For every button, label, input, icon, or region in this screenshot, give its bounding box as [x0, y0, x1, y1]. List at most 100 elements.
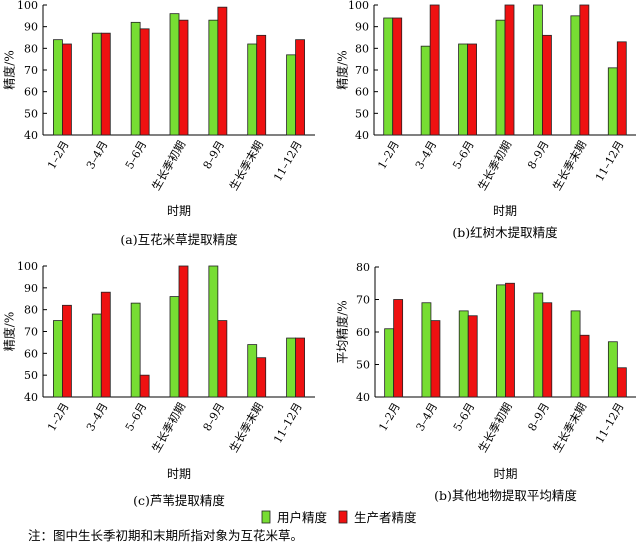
y-axis-label: 平均精度/%: [335, 300, 350, 363]
x-tick-label: 生长季末期: [226, 400, 266, 455]
y-tick-label: 40: [24, 129, 38, 142]
bar-producer: [295, 39, 305, 136]
y-axis-label: 精度/%: [335, 50, 350, 89]
x-tick-label: 11–12月: [271, 139, 305, 184]
x-tick-label: 生长季初期: [149, 400, 189, 455]
bar-user: [570, 310, 581, 398]
x-tick-label: 生长季末期: [549, 138, 589, 193]
y-tick-label: 100: [17, 0, 38, 12]
bar-producer: [505, 282, 515, 398]
x-tick-label: 生长季初期: [149, 138, 189, 193]
y-tick-label: 70: [24, 326, 38, 339]
chart-panel-1: 40 50 60 70 80 90 100 1–2月 3–4月 5–6月 生长季初期 8–9月 生长季末…: [2, 0, 315, 247]
x-axis-label: 时期: [493, 467, 517, 481]
chart-panel-3: 40 50 60 70 80 90 100 1–2月 3–4月 5–6月 生长季初期 8–9月 生长季末…: [2, 260, 315, 508]
legend-label-user: 用户精度: [277, 510, 328, 525]
bar-user: [458, 310, 469, 398]
y-tick-label: 80: [356, 261, 370, 274]
bar-producer: [256, 34, 267, 136]
bar-user: [130, 21, 141, 136]
y-axis-label: 精度/%: [2, 50, 17, 89]
y-tick-label: 50: [355, 107, 369, 120]
y-tick-label: 80: [355, 42, 369, 55]
x-tick-label: 生长季末期: [226, 138, 266, 193]
x-tick-label: 3–4月: [414, 401, 441, 434]
x-tick-label: 11–12月: [271, 401, 305, 446]
bar-user: [208, 265, 219, 398]
bar-producer: [393, 299, 404, 398]
bar-user: [533, 4, 543, 136]
bar-producer: [178, 265, 189, 398]
x-tick-label: 1–2月: [376, 401, 403, 434]
chart-title: (b)其他地物提取平均精度: [434, 488, 577, 503]
bar-producer: [139, 28, 150, 136]
bar-user: [169, 296, 180, 398]
bar-producer: [62, 304, 72, 398]
bar-user: [286, 337, 296, 398]
bar-producer: [616, 41, 627, 136]
bar-user: [286, 54, 296, 136]
bar-producer: [178, 19, 189, 136]
y-tick-label: 70: [356, 294, 370, 307]
y-tick-label: 70: [355, 64, 369, 77]
y-tick-label: 60: [356, 326, 370, 339]
bar-producer: [429, 4, 440, 136]
legend-label-producer: 生产者精度: [354, 510, 417, 525]
x-tick-label: 5–6月: [450, 139, 477, 172]
x-tick-label: 8–9月: [201, 401, 228, 434]
bar-producer: [139, 374, 150, 398]
bar-producer: [579, 4, 590, 136]
y-tick-label: 90: [24, 21, 38, 34]
bar-producer: [217, 320, 228, 398]
x-axis-label: 时期: [167, 467, 191, 481]
y-tick-label: 60: [24, 347, 38, 360]
legend: 用户精度 生产者精度: [261, 510, 417, 525]
x-tick-label: 11–12月: [593, 139, 627, 184]
bar-user: [384, 328, 395, 398]
y-tick-label: 80: [24, 42, 38, 55]
x-tick-label: 3–4月: [413, 139, 440, 172]
x-tick-label: 生长季初期: [475, 138, 515, 193]
bar-user: [607, 341, 618, 398]
bar-user: [130, 302, 141, 398]
bar-user: [208, 19, 219, 136]
bar-producer: [392, 17, 403, 136]
bar-user: [607, 67, 618, 136]
bar-user: [495, 19, 506, 136]
x-axis-label: 时期: [167, 204, 191, 218]
bar-producer: [504, 4, 515, 136]
y-tick-label: 40: [356, 391, 370, 404]
bar-producer: [579, 334, 590, 398]
chart-title: (b)红树木提取精度: [452, 225, 558, 240]
bar-user: [458, 43, 468, 136]
y-tick-label: 50: [24, 369, 38, 382]
x-tick-label: 5–6月: [451, 401, 478, 434]
x-tick-label: 1–2月: [45, 139, 72, 172]
y-tick-label: 70: [24, 64, 38, 77]
chart-title: (c)芦苇提取精度: [133, 493, 225, 508]
x-tick-label: 8–9月: [525, 401, 552, 434]
x-tick-label: 1–2月: [45, 401, 72, 434]
x-tick-label: 5–6月: [123, 401, 150, 434]
bar-producer: [430, 320, 441, 398]
chart-title: (a)互花米草提取精度: [120, 232, 238, 247]
x-tick-label: 8–9月: [201, 139, 228, 172]
y-tick-label: 90: [24, 282, 38, 295]
bar-producer: [217, 6, 228, 136]
y-tick-label: 40: [24, 391, 38, 404]
y-tick-label: 60: [355, 86, 369, 99]
bar-producer: [467, 315, 478, 398]
bar-user: [247, 344, 258, 398]
bar-user: [570, 15, 581, 136]
bar-producer: [467, 43, 477, 136]
y-tick-label: 50: [24, 107, 38, 120]
bar-producer: [256, 357, 267, 398]
x-tick-label: 3–4月: [84, 139, 111, 172]
bar-user: [496, 284, 506, 398]
y-tick-label: 60: [24, 86, 38, 99]
bar-user: [91, 32, 102, 136]
x-tick-label: 1–2月: [375, 139, 402, 172]
y-tick-label: 100: [17, 260, 38, 273]
y-tick-label: 100: [348, 0, 369, 12]
